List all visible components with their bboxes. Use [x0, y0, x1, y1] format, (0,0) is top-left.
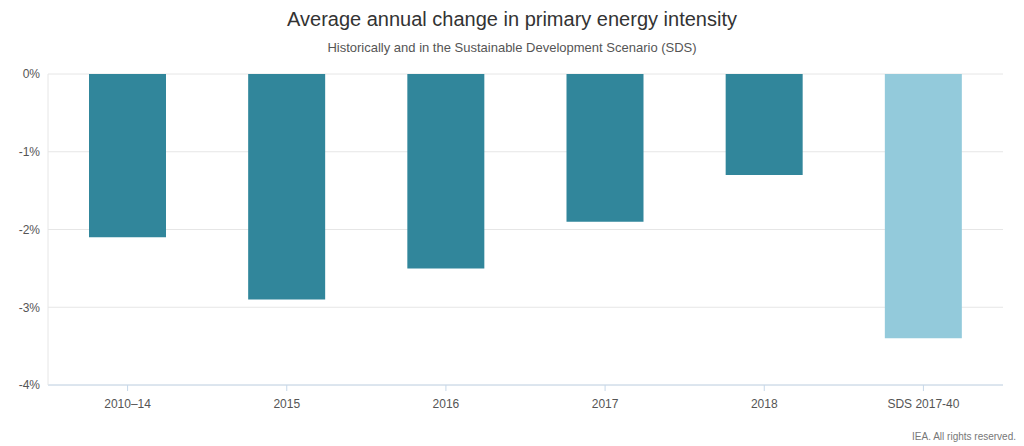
svg-text:-4%: -4% — [19, 378, 41, 392]
html-text:Historically and in the Sustai: Historically and in the Sustainable Deve… — [327, 40, 697, 55]
html-text:Average annual change in prima: Average annual change in primary energy … — [287, 8, 737, 30]
svg-text:2017: 2017 — [592, 397, 619, 411]
svg-text:-2%: -2% — [19, 223, 41, 237]
html-text:IEA. All rights reserved.: IEA. All rights reserved. — [912, 431, 1016, 442]
svg-text:2010–14: 2010–14 — [104, 397, 151, 411]
svg-text:2016: 2016 — [433, 397, 460, 411]
svg-text:2015: 2015 — [273, 397, 300, 411]
svg-text:-1%: -1% — [19, 145, 41, 159]
svg-text:2018: 2018 — [751, 397, 778, 411]
svg-text:SDS 2017-40: SDS 2017-40 — [887, 397, 959, 411]
svg-text:0%: 0% — [23, 67, 41, 81]
svg-text:-3%: -3% — [19, 301, 41, 315]
